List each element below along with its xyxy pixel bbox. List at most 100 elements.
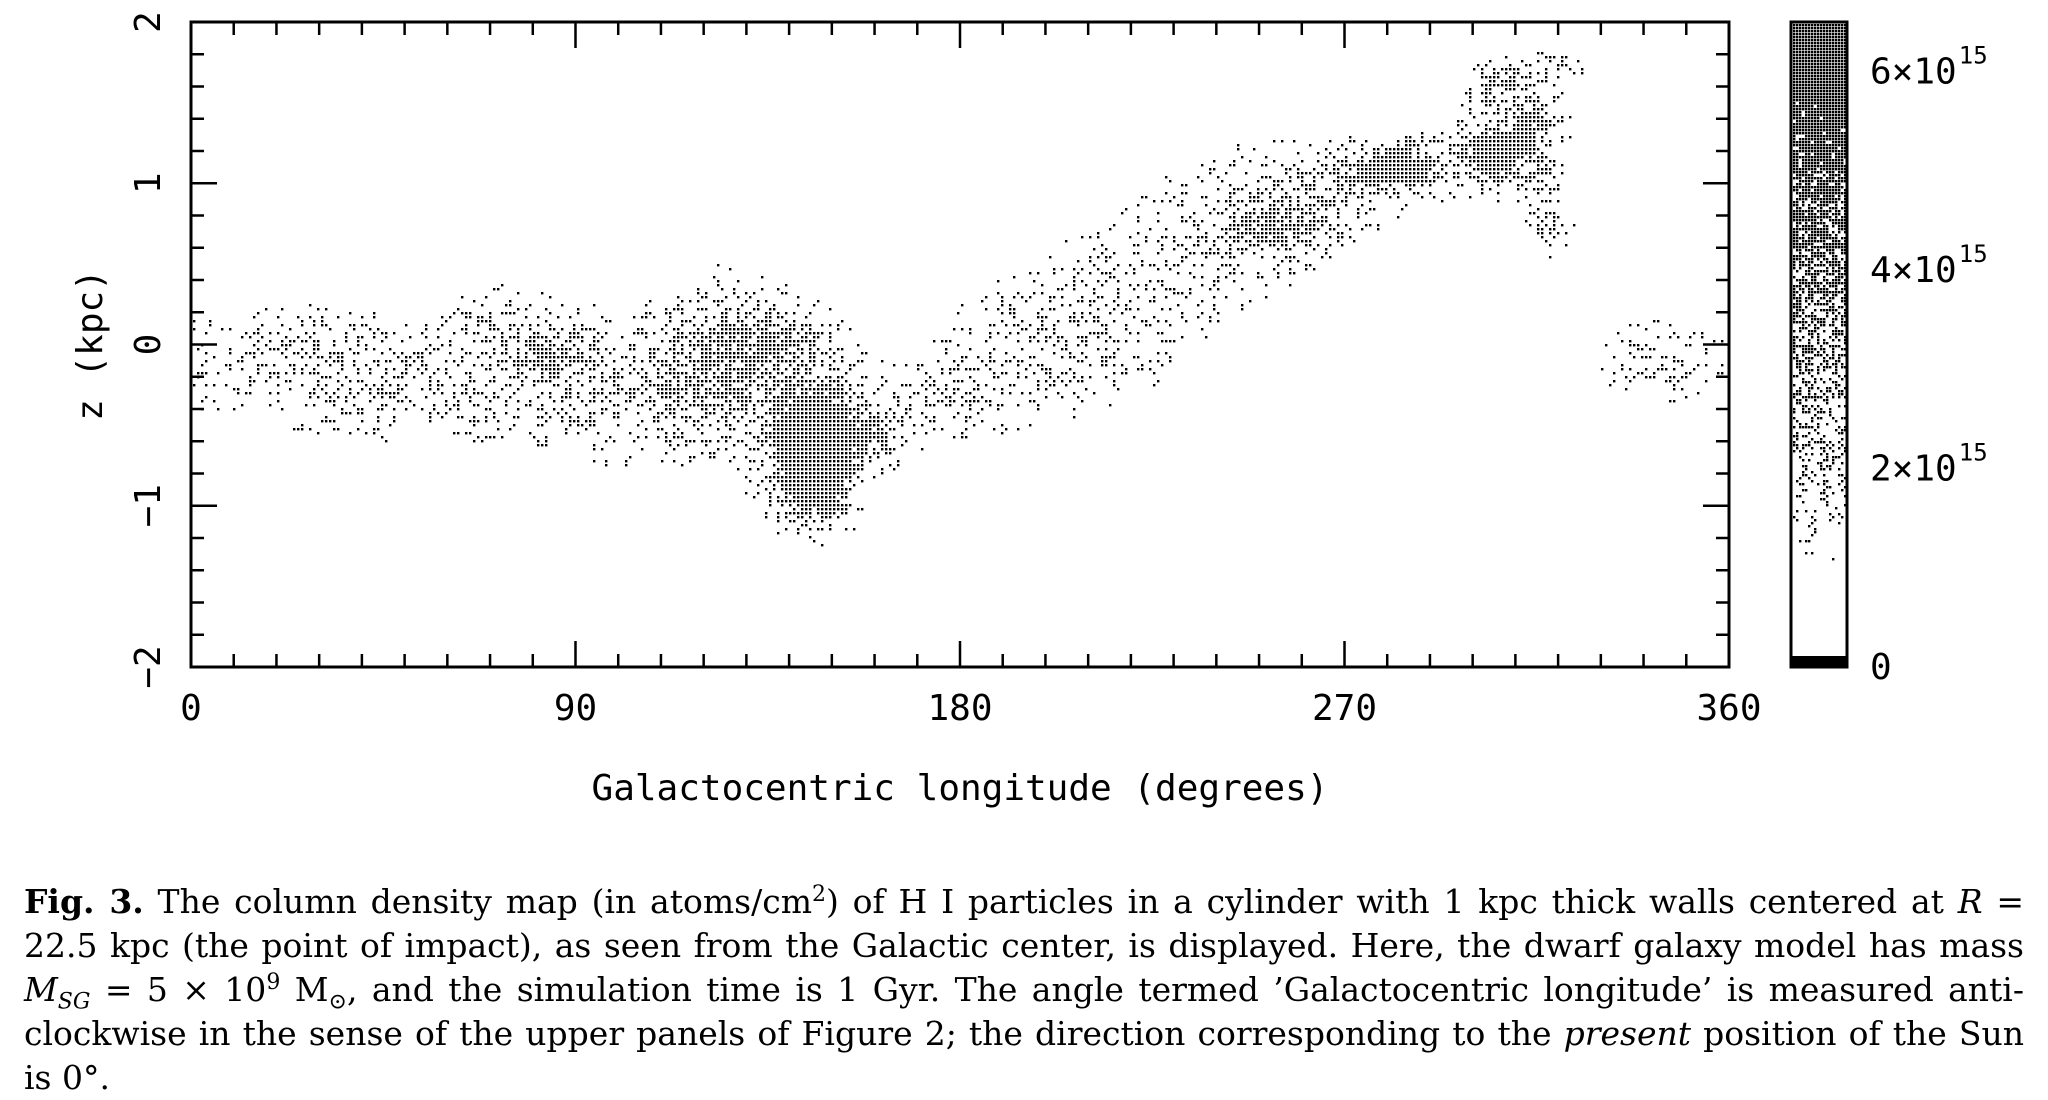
density-dot [797,468,799,470]
density-dot [1557,120,1559,122]
density-dot [737,320,739,322]
density-dot [621,368,623,370]
density-dot [785,332,787,334]
density-dot [541,292,543,294]
density-dot [1193,224,1195,226]
density-dot [1233,220,1235,222]
density-dot [1285,236,1287,238]
density-dot [1469,160,1471,162]
density-dot [817,480,819,482]
density-dot [1229,264,1231,266]
density-dot [673,344,675,346]
density-dot [361,388,363,390]
density-dot [829,460,831,462]
density-dot [729,324,731,326]
density-dot [673,352,675,354]
colorbar-dot [1811,72,1813,74]
density-dot [697,328,699,330]
density-dot [265,364,267,366]
density-dot [1477,168,1479,170]
density-dot [557,376,559,378]
density-dot [1321,200,1323,202]
density-dot [1537,116,1539,118]
density-dot [1537,52,1539,54]
density-dot [1105,348,1107,350]
density-dot [665,384,667,386]
density-dot [677,336,679,338]
density-dot [845,504,847,506]
density-dot [1121,212,1123,214]
density-dot [793,448,795,450]
density-dot [1417,172,1419,174]
density-dot [1525,84,1527,86]
density-dot [737,344,739,346]
density-dot [669,412,671,414]
density-dot [461,384,463,386]
density-dot [1505,136,1507,138]
density-dot [729,356,731,358]
density-dot [1261,164,1263,166]
density-dot [1137,308,1139,310]
density-dot [1281,188,1283,190]
density-dot [1029,324,1031,326]
density-dot [1389,176,1391,178]
density-dot [1381,144,1383,146]
density-dot [773,456,775,458]
colorbar-dot [1820,66,1822,68]
density-dot [1461,120,1463,122]
density-dot [1517,128,1519,130]
density-dot [1497,104,1499,106]
density-dot [1169,200,1171,202]
density-dot [789,512,791,514]
density-dot [681,364,683,366]
density-dot [1041,328,1043,330]
density-dot [793,472,795,474]
density-dot [817,528,819,530]
density-dot [873,420,875,422]
colorbar-dot [1823,48,1825,50]
density-dot [1053,328,1055,330]
colorbar-dot [1835,27,1837,29]
density-dot [873,392,875,394]
density-dot [1457,172,1459,174]
density-dot [681,300,683,302]
density-dot [849,468,851,470]
density-dot [933,392,935,394]
density-dot [893,396,895,398]
density-dot [1261,232,1263,234]
density-dot [1233,280,1235,282]
density-dot [681,396,683,398]
density-dot [793,492,795,494]
density-dot [1337,224,1339,226]
density-dot [1309,228,1311,230]
density-dot [1537,188,1539,190]
density-dot [1037,312,1039,314]
density-dot [325,376,327,378]
density-dot [933,420,935,422]
density-dot [1541,128,1543,130]
density-dot [757,436,759,438]
density-dot [837,500,839,502]
density-dot [1081,296,1083,298]
density-dot [1265,228,1267,230]
density-dot [797,408,799,410]
density-dot [321,356,323,358]
density-dot [1101,332,1103,334]
density-dot [837,484,839,486]
density-dot [1157,320,1159,322]
density-dot [825,444,827,446]
density-dot [809,504,811,506]
density-dot [805,500,807,502]
density-dot [1061,380,1063,382]
density-dot [1497,128,1499,130]
density-dot [1497,200,1499,202]
density-dot [753,364,755,366]
density-dot [1289,284,1291,286]
density-dot [749,368,751,370]
density-dot [1273,208,1275,210]
density-dot [717,368,719,370]
density-dot [769,456,771,458]
density-dot [1013,296,1015,298]
density-dot [817,460,819,462]
density-dot [857,452,859,454]
